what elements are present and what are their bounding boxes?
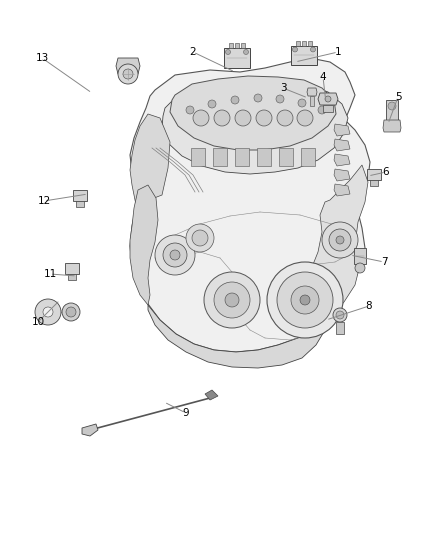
Circle shape	[291, 286, 319, 314]
Bar	[241, 43, 245, 48]
Circle shape	[35, 299, 61, 325]
Polygon shape	[334, 169, 350, 181]
Text: 12: 12	[37, 196, 51, 206]
Circle shape	[43, 307, 53, 317]
Text: 2: 2	[190, 47, 196, 57]
Circle shape	[333, 308, 347, 322]
Circle shape	[155, 235, 195, 275]
Polygon shape	[130, 185, 158, 305]
Circle shape	[118, 64, 138, 84]
Circle shape	[329, 229, 351, 251]
Polygon shape	[224, 48, 250, 68]
Circle shape	[193, 110, 209, 126]
Circle shape	[311, 47, 315, 52]
Text: 6: 6	[383, 167, 389, 177]
Circle shape	[256, 110, 272, 126]
Circle shape	[225, 293, 239, 307]
Text: 13: 13	[35, 53, 49, 63]
Circle shape	[254, 94, 262, 102]
Polygon shape	[318, 93, 338, 105]
Circle shape	[298, 99, 306, 107]
Polygon shape	[73, 190, 87, 200]
Circle shape	[231, 96, 239, 104]
Polygon shape	[116, 58, 140, 74]
Circle shape	[322, 222, 358, 258]
Text: 1: 1	[335, 47, 341, 57]
Polygon shape	[383, 120, 401, 132]
Polygon shape	[370, 180, 378, 185]
Text: 10: 10	[32, 317, 45, 327]
Circle shape	[276, 95, 284, 103]
Circle shape	[226, 50, 230, 54]
Polygon shape	[354, 248, 366, 264]
Bar	[386, 100, 398, 120]
Circle shape	[355, 263, 365, 273]
Polygon shape	[65, 262, 79, 273]
Circle shape	[235, 110, 251, 126]
Text: 8: 8	[366, 301, 372, 311]
Bar	[279, 148, 293, 166]
Circle shape	[244, 50, 248, 54]
Circle shape	[277, 110, 293, 126]
Circle shape	[318, 106, 326, 114]
Text: 11: 11	[43, 269, 57, 279]
Circle shape	[204, 272, 260, 328]
Bar	[323, 105, 333, 112]
Circle shape	[208, 100, 216, 108]
Bar	[308, 41, 312, 45]
Bar	[302, 41, 306, 45]
Bar	[310, 96, 314, 106]
Bar	[257, 148, 271, 166]
Circle shape	[325, 96, 331, 102]
Bar	[336, 322, 344, 334]
Bar	[213, 148, 227, 166]
Circle shape	[293, 47, 297, 52]
Circle shape	[214, 110, 230, 126]
Polygon shape	[82, 424, 98, 436]
Polygon shape	[291, 45, 317, 64]
Text: 9: 9	[183, 408, 189, 418]
Circle shape	[170, 250, 180, 260]
Polygon shape	[130, 114, 170, 205]
Circle shape	[186, 106, 194, 114]
Polygon shape	[148, 305, 330, 368]
Bar	[235, 43, 239, 48]
Circle shape	[336, 311, 344, 319]
Circle shape	[66, 307, 76, 317]
Circle shape	[186, 224, 214, 252]
Circle shape	[62, 303, 80, 321]
Polygon shape	[307, 88, 317, 96]
Circle shape	[300, 295, 310, 305]
Polygon shape	[130, 58, 370, 352]
Polygon shape	[367, 168, 381, 180]
Circle shape	[192, 230, 208, 246]
Polygon shape	[334, 184, 350, 196]
Bar	[296, 41, 300, 45]
Polygon shape	[162, 82, 348, 174]
Circle shape	[123, 69, 133, 79]
Bar	[235, 148, 249, 166]
Polygon shape	[334, 139, 350, 151]
Bar	[301, 148, 315, 166]
Circle shape	[267, 262, 343, 338]
Polygon shape	[76, 200, 84, 206]
Circle shape	[336, 236, 344, 244]
Polygon shape	[68, 273, 76, 279]
Polygon shape	[334, 154, 350, 166]
Text: 7: 7	[381, 257, 387, 267]
Polygon shape	[308, 165, 368, 318]
Polygon shape	[334, 124, 350, 136]
Circle shape	[297, 110, 313, 126]
Circle shape	[277, 272, 333, 328]
Circle shape	[163, 243, 187, 267]
Polygon shape	[170, 76, 336, 150]
Text: 5: 5	[395, 92, 401, 102]
Polygon shape	[205, 390, 218, 400]
Bar	[191, 148, 205, 166]
Text: 4: 4	[320, 72, 326, 82]
Circle shape	[214, 282, 250, 318]
Circle shape	[388, 102, 396, 110]
Text: 3: 3	[280, 83, 286, 93]
Bar	[229, 43, 233, 48]
